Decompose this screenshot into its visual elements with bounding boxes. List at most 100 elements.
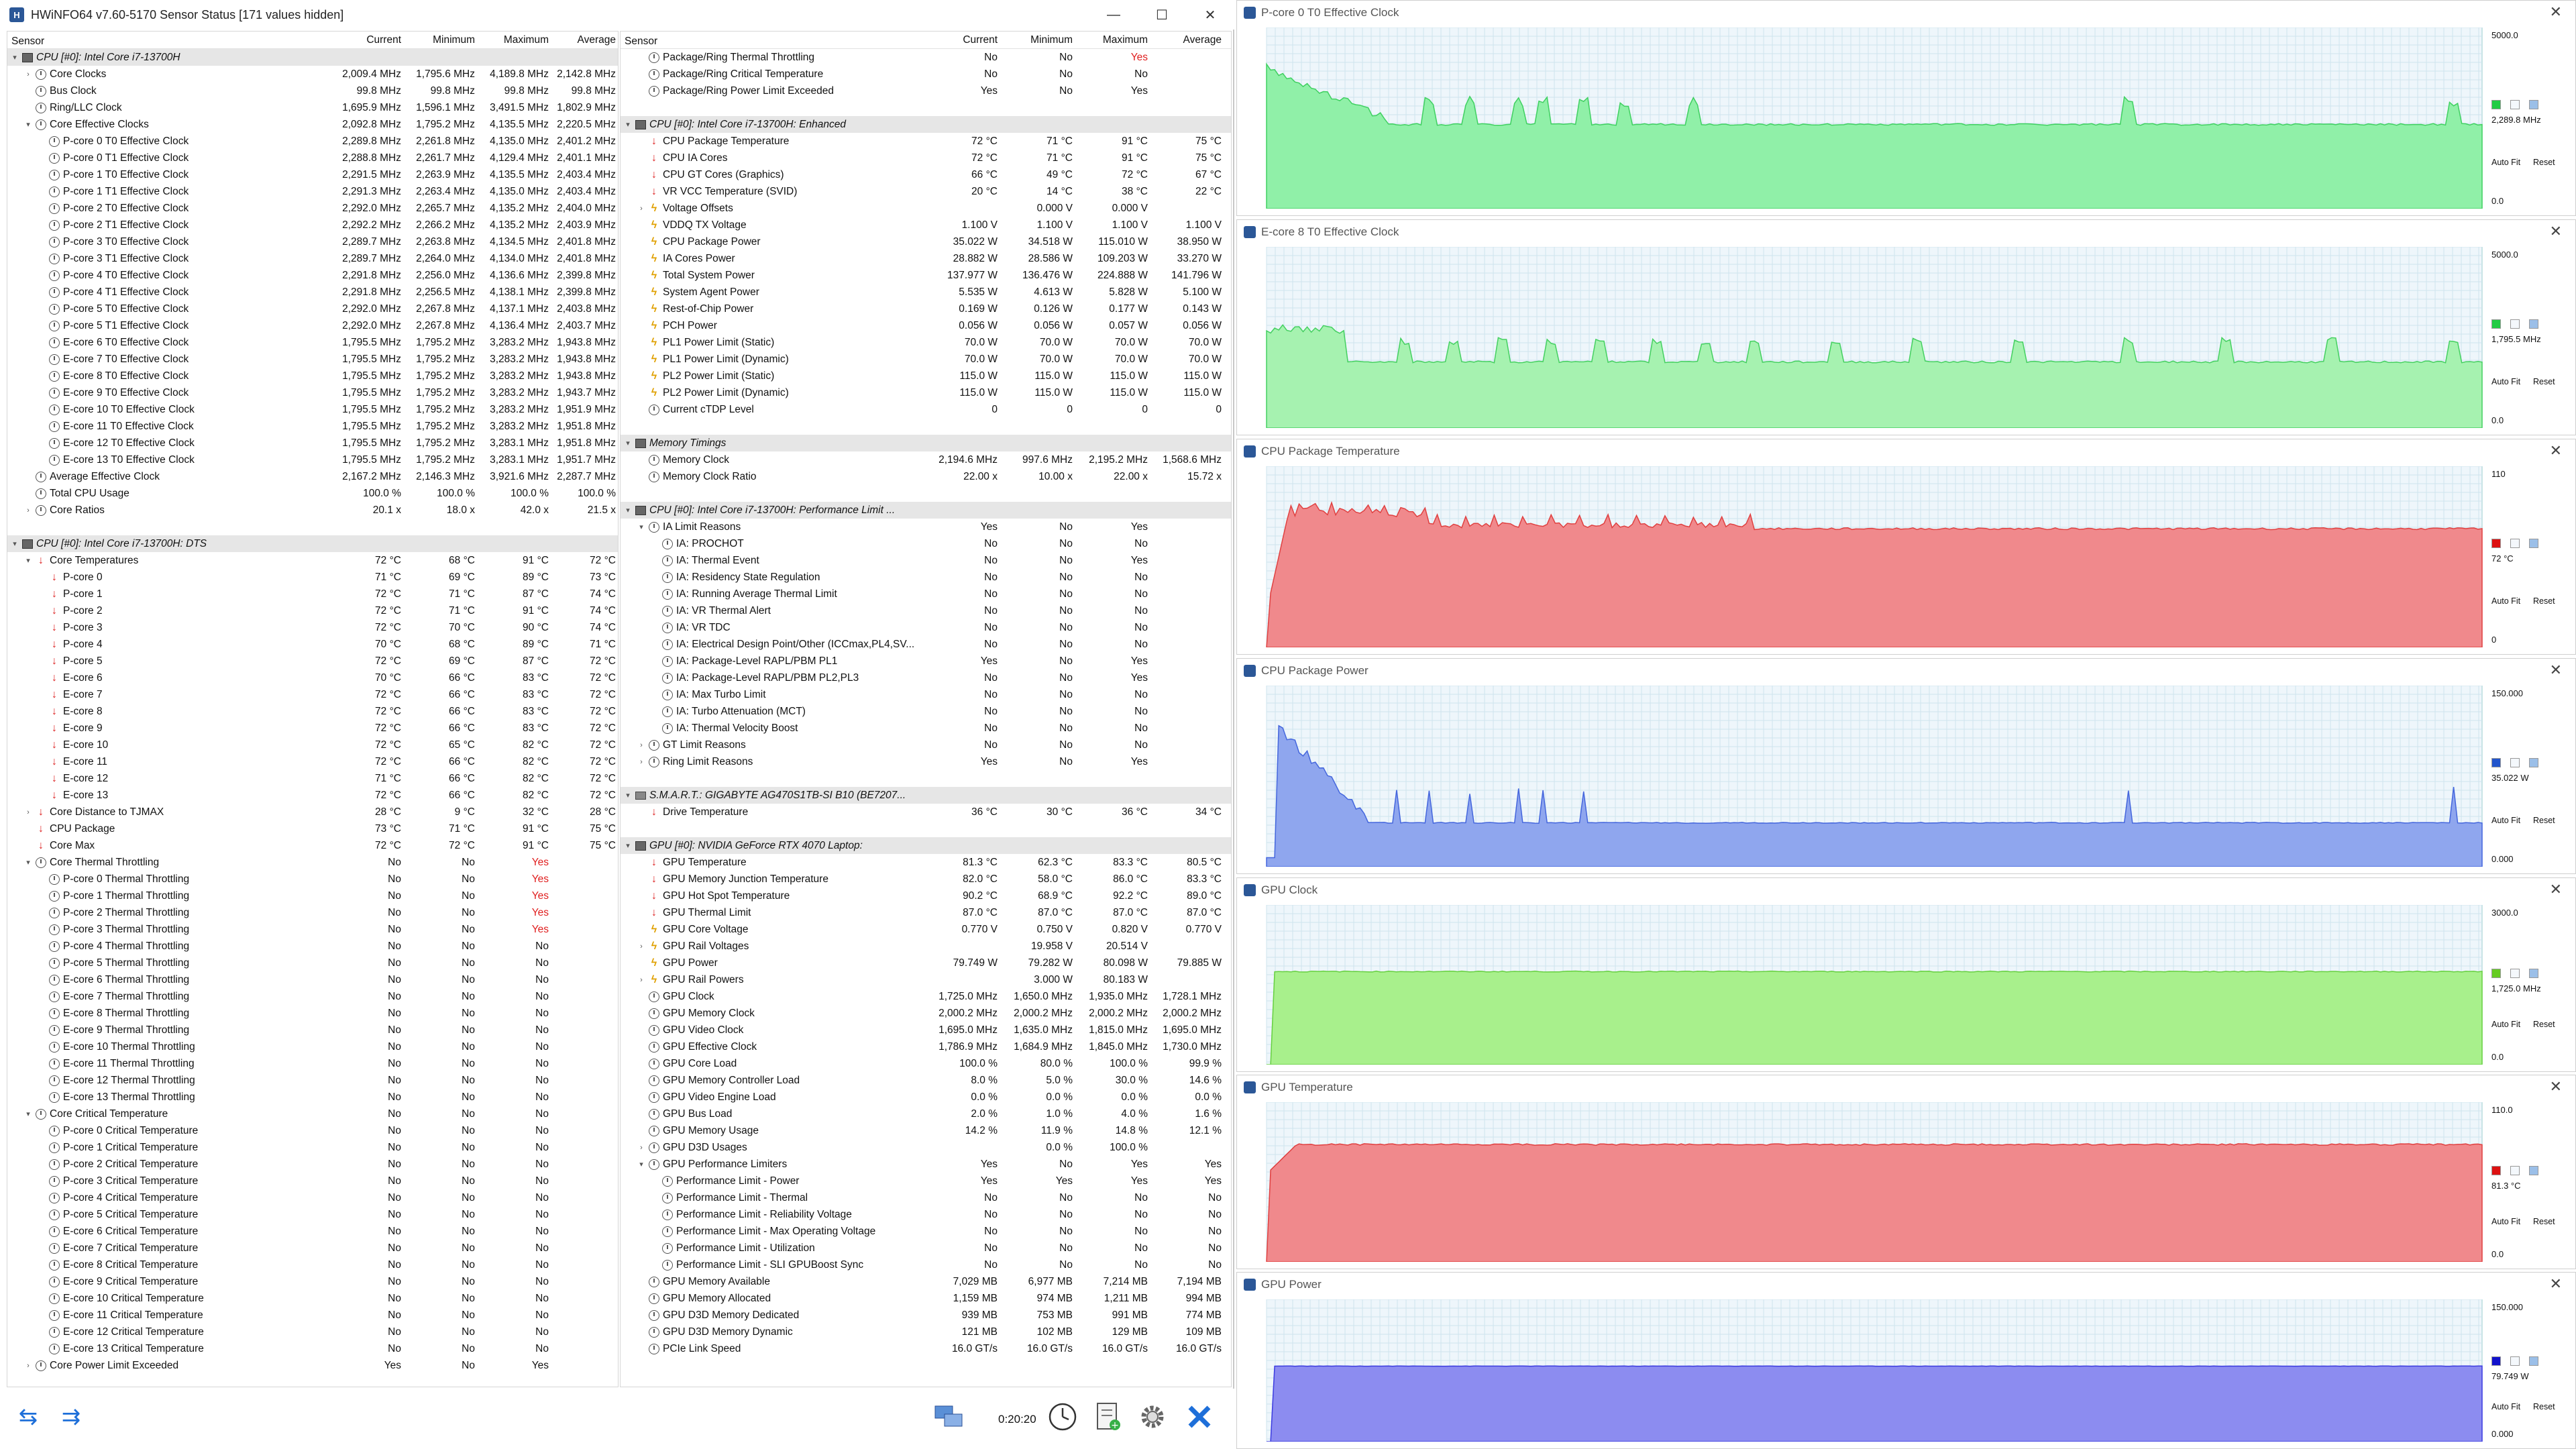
col-minimum[interactable]: Minimum bbox=[433, 34, 475, 46]
sensor-group-header[interactable]: ▾ GPU [#0]: NVIDIA GeForce RTX 4070 Lapto… bbox=[621, 837, 1231, 854]
sensor-row[interactable]: E-core 9 Critical Temperature No No No bbox=[7, 1273, 618, 1290]
sensor-row[interactable]: E-core 6 Critical Temperature No No No bbox=[7, 1223, 618, 1240]
expand-icon[interactable]: › bbox=[27, 506, 30, 515]
sensor-row[interactable]: Package/Ring Thermal Throttling No No Yes bbox=[621, 49, 1231, 66]
grid-color-swatch[interactable] bbox=[2529, 1166, 2538, 1175]
nav-back-icon[interactable]: ⇆ bbox=[18, 1404, 38, 1430]
sensor-row[interactable]: ▾ IA Limit Reasons Yes No Yes bbox=[621, 519, 1231, 535]
sensor-row[interactable]: E-core 7 Critical Temperature No No No bbox=[7, 1240, 618, 1256]
col-current[interactable]: Current bbox=[963, 34, 998, 46]
sensor-row[interactable]: › Core Clocks 2,009.4 MHz 1,795.6 MHz 4,189.… bbox=[7, 66, 618, 83]
sensor-row[interactable]: Performance Limit - Thermal No No No No bbox=[621, 1189, 1231, 1206]
sensor-row[interactable]: ↓ Core Max 72 °C 72 °C 91 °C 75 °C bbox=[7, 837, 618, 854]
sensor-row[interactable]: ▾ Core Thermal Throttling No No Yes bbox=[7, 854, 618, 871]
graph-plot[interactable] bbox=[1250, 686, 2498, 867]
sensor-row[interactable]: ▾ ↓ Core Temperatures 72 °C 68 °C 91 °C 72 °C bbox=[7, 552, 618, 569]
col-average[interactable]: Average bbox=[577, 34, 616, 46]
sensor-row[interactable]: IA: Thermal Velocity Boost No No No bbox=[621, 720, 1231, 737]
col-current[interactable]: Current bbox=[366, 34, 401, 46]
sensor-row[interactable]: E-core 9 Thermal Throttling No No No bbox=[7, 1022, 618, 1038]
sensor-row[interactable]: ▾ GPU Performance Limiters Yes No Yes Yes bbox=[621, 1156, 1231, 1173]
sensor-row[interactable]: ϟ Rest-of-Chip Power 0.169 W 0.126 W 0.177 W… bbox=[621, 301, 1231, 317]
sensor-row[interactable]: P-core 1 T0 Effective Clock 2,291.5 MHz 2,… bbox=[7, 166, 618, 183]
nav-forward-icon[interactable]: ⇉ bbox=[61, 1404, 81, 1430]
expand-icon[interactable]: › bbox=[640, 942, 643, 951]
collapse-icon[interactable]: ▾ bbox=[626, 842, 630, 850]
sensor-row[interactable]: P-core 4 Critical Temperature No No No bbox=[7, 1189, 618, 1206]
sensor-row[interactable]: › Core Power Limit Exceeded Yes No Yes bbox=[7, 1357, 618, 1374]
background-color-swatch[interactable] bbox=[2510, 1356, 2520, 1366]
sensor-group-header[interactable]: ▾ CPU [#0]: Intel Core i7-13700H: Perform… bbox=[621, 502, 1231, 519]
graph-plot[interactable] bbox=[1250, 905, 2498, 1065]
graph-window[interactable]: GPU Temperature ✕ 110.0 81.3 °C Auto Fit… bbox=[1236, 1075, 2576, 1269]
sensor-row[interactable]: E-core 6 T0 Effective Clock 1,795.5 MHz 1,… bbox=[7, 334, 618, 351]
sensor-row[interactable]: ↓ P-core 2 72 °C 71 °C 91 °C 74 °C bbox=[7, 602, 618, 619]
sensor-row[interactable]: GPU Memory Controller Load 8.0 % 5.0 % 30.0… bbox=[621, 1072, 1231, 1089]
sensor-row[interactable]: ▾ Core Effective Clocks 2,092.8 MHz 1,795.2… bbox=[7, 116, 618, 133]
sensor-row[interactable]: P-core 3 T1 Effective Clock 2,289.7 MHz 2,… bbox=[7, 250, 618, 267]
expand-icon[interactable]: › bbox=[640, 741, 643, 749]
collapse-icon[interactable]: ▾ bbox=[26, 121, 30, 129]
sensor-row[interactable]: IA: PROCHOT No No No bbox=[621, 535, 1231, 552]
sensor-row[interactable]: E-core 9 T0 Effective Clock 1,795.5 MHz 1,… bbox=[7, 384, 618, 401]
sensor-row[interactable]: Bus Clock 99.8 MHz 99.8 MHz 99.8 MHz 99.8 MH… bbox=[7, 83, 618, 99]
sensor-group-header[interactable]: ▾ CPU [#0]: Intel Core i7-13700H bbox=[7, 49, 618, 66]
sensor-row[interactable]: › ↓ Core Distance to TJMAX 28 °C 9 °C 32 °C 28… bbox=[7, 804, 618, 820]
sensor-row[interactable]: E-core 13 Thermal Throttling No No No bbox=[7, 1089, 618, 1106]
sensor-row[interactable]: P-core 5 Critical Temperature No No No bbox=[7, 1206, 618, 1223]
sensor-row[interactable]: E-core 12 Thermal Throttling No No No bbox=[7, 1072, 618, 1089]
col-maximum[interactable]: Maximum bbox=[1102, 34, 1148, 46]
exit-icon[interactable] bbox=[1181, 1398, 1218, 1436]
background-color-swatch[interactable] bbox=[2510, 100, 2520, 109]
sensor-pane-right[interactable]: Sensor Current Minimum Maximum Average P… bbox=[620, 31, 1232, 1387]
sensor-row[interactable]: E-core 11 T0 Effective Clock 1,795.5 MHz 1… bbox=[7, 418, 618, 435]
grid-color-swatch[interactable] bbox=[2529, 319, 2538, 329]
sensor-row[interactable]: ϟ GPU Power 79.749 W 79.282 W 80.098 W 79.885… bbox=[621, 955, 1231, 971]
sensor-row[interactable]: P-core 0 T0 Effective Clock 2,289.8 MHz 2,… bbox=[7, 133, 618, 150]
sensor-group-header[interactable]: ▾ CPU [#0]: Intel Core i7-13700H: DTS bbox=[7, 535, 618, 552]
sensor-row[interactable]: GPU Video Clock 1,695.0 MHz 1,635.0 MHz 1,8… bbox=[621, 1022, 1231, 1038]
graph-window[interactable]: CPU Package Power ✕ 150.000 35.022 W Aut… bbox=[1236, 658, 2576, 874]
autofit-button[interactable]: Auto Fit bbox=[2491, 1402, 2521, 1411]
reset-button[interactable]: Reset bbox=[2533, 1402, 2555, 1411]
sensor-row[interactable]: GPU D3D Memory Dynamic 121 MB 102 MB 129 MB… bbox=[621, 1324, 1231, 1340]
sensor-group-header[interactable]: ▾ Memory Timings bbox=[621, 435, 1231, 451]
graph-window[interactable]: CPU Package Temperature ✕ 110 72 °C Auto… bbox=[1236, 439, 2576, 655]
sensor-row[interactable]: E-core 11 Thermal Throttling No No No bbox=[7, 1055, 618, 1072]
col-sensor[interactable]: Sensor bbox=[11, 35, 45, 47]
expand-icon[interactable]: › bbox=[27, 70, 30, 78]
sensor-row[interactable]: P-core 1 T1 Effective Clock 2,291.3 MHz 2,… bbox=[7, 183, 618, 200]
sensor-row[interactable]: ↓ E-core 11 72 °C 66 °C 82 °C 72 °C bbox=[7, 753, 618, 770]
sensor-row[interactable]: IA: VR Thermal Alert No No No bbox=[621, 602, 1231, 619]
graph-plot[interactable] bbox=[1250, 1102, 2498, 1262]
line-color-swatch[interactable] bbox=[2491, 539, 2501, 548]
sensor-pane-left[interactable]: Sensor Current Minimum Maximum Average ▾… bbox=[7, 31, 619, 1387]
sensor-row[interactable]: E-core 12 T0 Effective Clock 1,795.5 MHz 1… bbox=[7, 435, 618, 451]
sensor-row[interactable]: › ϟ Voltage Offsets 0.000 V 0.000 V bbox=[621, 200, 1231, 217]
clock-icon[interactable] bbox=[1044, 1398, 1081, 1436]
sensor-row[interactable]: ↓ CPU GT Cores (Graphics) 66 °C 49 °C 72 °C 6… bbox=[621, 166, 1231, 183]
sensor-row[interactable]: P-core 3 T0 Effective Clock 2,289.7 MHz 2,… bbox=[7, 233, 618, 250]
sensor-row[interactable]: ↓ E-core 10 72 °C 65 °C 82 °C 72 °C bbox=[7, 737, 618, 753]
sensor-row[interactable]: E-core 6 Thermal Throttling No No No bbox=[7, 971, 618, 988]
sensor-row[interactable]: › GPU D3D Usages 0.0 % 100.0 % bbox=[621, 1139, 1231, 1156]
sensor-row[interactable]: IA: Package-Level RAPL/PBM PL2,PL3 No No Ye… bbox=[621, 669, 1231, 686]
sensor-row[interactable]: IA: VR TDC No No No bbox=[621, 619, 1231, 636]
sensor-row[interactable]: ▾ Core Critical Temperature No No No bbox=[7, 1106, 618, 1122]
graph-close-icon[interactable]: ✕ bbox=[2549, 881, 2562, 898]
sensor-row[interactable]: P-core 5 T0 Effective Clock 2,292.0 MHz 2,… bbox=[7, 301, 618, 317]
collapse-icon[interactable]: ▾ bbox=[26, 557, 30, 565]
sensor-row[interactable]: GPU Effective Clock 1,786.9 MHz 1,684.9 MH… bbox=[621, 1038, 1231, 1055]
sensor-row[interactable]: ↓ E-core 12 71 °C 66 °C 82 °C 72 °C bbox=[7, 770, 618, 787]
autofit-button[interactable]: Auto Fit bbox=[2491, 596, 2521, 606]
autofit-button[interactable]: Auto Fit bbox=[2491, 158, 2521, 167]
collapse-icon[interactable]: ▾ bbox=[626, 439, 630, 447]
graph-close-icon[interactable]: ✕ bbox=[2549, 1078, 2562, 1095]
sensor-row[interactable]: ↓ E-core 7 72 °C 66 °C 83 °C 72 °C bbox=[7, 686, 618, 703]
sensor-row[interactable]: IA: Package-Level RAPL/PBM PL1 Yes No Yes bbox=[621, 653, 1231, 669]
background-color-swatch[interactable] bbox=[2510, 758, 2520, 767]
col-average[interactable]: Average bbox=[1183, 34, 1222, 46]
title-bar[interactable]: H HWiNFO64 v7.60-5170 Sensor Status [171… bbox=[0, 0, 1234, 30]
sensor-row[interactable]: E-core 8 Thermal Throttling No No No bbox=[7, 1005, 618, 1022]
sensor-row[interactable]: P-core 3 Critical Temperature No No No bbox=[7, 1173, 618, 1189]
